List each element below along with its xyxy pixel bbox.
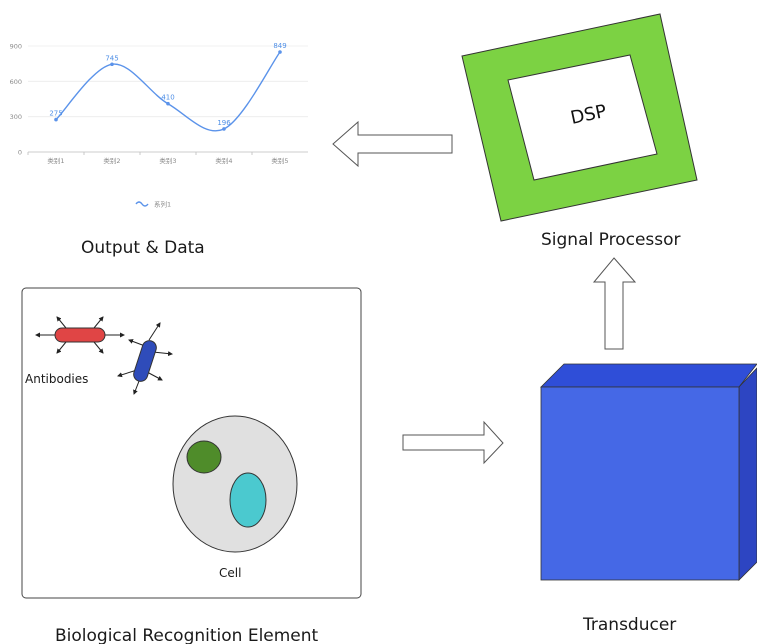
cell <box>172 415 298 553</box>
antibody-blue <box>117 322 173 395</box>
legend-series-icon <box>135 201 149 207</box>
data-point <box>54 117 58 122</box>
legend-series-label: 系列1 <box>154 200 171 209</box>
signal-processor-dsp: DSP <box>461 13 698 222</box>
chart-y-tick-labels: 0 300 600 900 <box>10 43 22 157</box>
y-tick-label: 0 <box>18 149 22 157</box>
x-tick-label: 类别2 <box>103 156 120 165</box>
cell-nucleus-green <box>186 440 222 474</box>
transducer-front-face <box>540 386 740 581</box>
dsp-label: DSP <box>569 101 609 129</box>
signal-processor-caption: Signal Processor <box>541 230 681 250</box>
data-label: 849 <box>273 42 286 50</box>
chart-legend: 系列1 <box>135 200 171 209</box>
transducer-block <box>540 363 757 581</box>
series-line <box>55 51 281 132</box>
data-point <box>110 62 114 67</box>
bio-recognition-caption: Biological Recognition Element <box>55 626 319 644</box>
transducer-caption: Transducer <box>582 615 676 635</box>
data-label: 745 <box>105 54 118 62</box>
cell-label: Cell <box>219 566 241 580</box>
output-line-chart: 0 300 600 900 类别1 类别2 类别3 类别4 类别5 275 745 410 196 8… <box>10 42 308 209</box>
data-point <box>166 101 170 106</box>
chart-gridlines <box>28 45 308 153</box>
y-tick-label: 600 <box>10 78 22 86</box>
x-tick-label: 类别3 <box>159 156 176 165</box>
x-tick-label: 类别1 <box>47 156 64 165</box>
dsp-frame <box>461 13 698 222</box>
y-tick-label: 300 <box>10 113 22 121</box>
chart-x-tick-labels: 类别1 类别2 类别3 类别4 类别5 <box>27 152 289 165</box>
transducer-side-face <box>738 367 757 581</box>
cell-nucleus-cyan <box>229 472 267 528</box>
antibodies-label: Antibodies <box>25 372 88 386</box>
arrow-processor-to-output <box>332 120 453 168</box>
y-tick-label: 900 <box>10 43 22 51</box>
chart-data-labels: 275 745 410 196 849 <box>49 42 286 127</box>
transducer-top-face <box>540 363 757 388</box>
arrow-transducer-to-processor <box>592 257 637 350</box>
x-tick-label: 类别4 <box>215 156 232 165</box>
chart-data-points <box>54 50 282 131</box>
x-tick-label: 类别5 <box>271 156 288 165</box>
data-label: 196 <box>217 119 231 127</box>
arrow-bio-to-transducer <box>402 420 504 465</box>
antibody-red <box>35 316 125 354</box>
data-point <box>222 127 226 131</box>
biological-recognition-panel: Antibodies Cell <box>21 287 362 599</box>
output-data-caption: Output & Data <box>81 238 205 258</box>
data-label: 410 <box>161 94 174 102</box>
data-point <box>278 50 282 54</box>
data-label: 275 <box>49 110 62 118</box>
